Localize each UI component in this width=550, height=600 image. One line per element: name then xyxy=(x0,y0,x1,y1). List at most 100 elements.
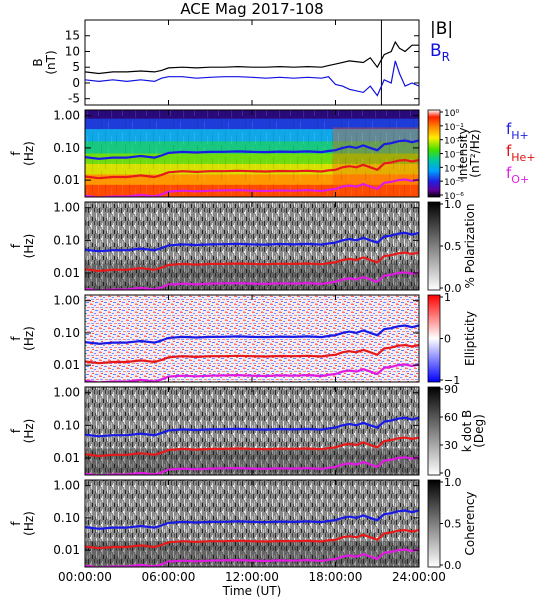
f-tick-label: 1.00 xyxy=(53,109,80,123)
x-tick-label: 12:00:00 xyxy=(225,570,279,584)
series-line-btotal xyxy=(85,40,419,75)
series-line-br xyxy=(85,60,419,97)
f-tick-label: 0.10 xyxy=(53,326,80,340)
colorbar-tick-label: 0.0 xyxy=(444,559,462,572)
colorbar xyxy=(427,201,441,291)
colorbar-tick-label: 0.5 xyxy=(444,240,462,253)
x-axis: 00:00:00 06:00:00 12:00:00 18:00:00 24:00:00 xyxy=(58,20,446,584)
gyrofreq-line-o xyxy=(85,456,419,475)
gyrofreq-line-he xyxy=(85,343,419,365)
y-axis-label: f(Hz) xyxy=(9,511,36,536)
gyrofreq-line-h xyxy=(85,231,419,253)
x-tick-label: 24:00:00 xyxy=(392,570,446,584)
f-tick-label: 0.01 xyxy=(53,266,80,280)
y-tick-label: 10 xyxy=(65,44,80,58)
spectrogram-image xyxy=(85,480,419,567)
colorbar-tick-label: 10⁻⁴ xyxy=(444,164,464,174)
colorbar-tick-label: 0.5 xyxy=(444,518,462,531)
spectrogram-image xyxy=(85,202,419,290)
colorbar-tick-label: 10⁻⁵ xyxy=(444,178,464,188)
colorbar-tick-label: 60 xyxy=(444,411,458,424)
colorbar xyxy=(427,109,441,198)
colorbar-tick-label: 10⁰ xyxy=(444,109,459,119)
colorbar-label: Coherency xyxy=(463,491,477,555)
f-tick-label: 1.00 xyxy=(53,201,80,215)
legend-entry-fo: fO+ xyxy=(506,164,529,186)
legend-entry-btotal: |B| xyxy=(430,19,453,39)
gyrofreq-line-o xyxy=(85,548,419,567)
y-axis-label: f(Hz) xyxy=(9,326,36,351)
colorbar-tick-label: 0 xyxy=(444,333,451,346)
panel-2: 1.00 0.10 0.01 f(Hz) 10⁰ 10⁻¹ 10⁻² 10⁻³ 10⁻⁴ 10⁻⁵… xyxy=(9,109,536,202)
legend-entry-br: BR xyxy=(430,41,450,64)
line-series-group xyxy=(85,40,419,97)
colorbar-tick-label: 30 xyxy=(444,439,458,452)
colorbar xyxy=(427,386,441,476)
f-tick-label: 1.00 xyxy=(53,294,80,308)
y-tick-label: 5 xyxy=(72,60,80,74)
figure-title: ACE Mag 2017-108 xyxy=(180,0,323,18)
gyrofreq-line-he xyxy=(85,251,419,273)
f-tick-label: 0.10 xyxy=(53,233,80,247)
f-tick-label: 1.00 xyxy=(53,479,80,493)
gyrofreq-line-h xyxy=(85,509,419,530)
gyrofreq-line-o xyxy=(85,178,419,197)
f-tick-label: 0.10 xyxy=(53,418,80,432)
gyrofreq-line-o xyxy=(85,363,419,382)
y-tick-label: 15 xyxy=(65,29,80,43)
gyrofreq-line-h xyxy=(85,139,419,160)
x-axis-label: Time (UT) xyxy=(222,584,282,598)
f-tick-label: 0.10 xyxy=(53,511,80,525)
colorbar-tick-label: 90 xyxy=(444,383,458,396)
gyrofreq-line-o xyxy=(85,271,419,290)
colorbar-tick-label: 1 xyxy=(444,291,451,304)
legend-entry-fhe: fHe+ xyxy=(506,142,536,164)
panel-5: 1.00 0.10 0.01 f(Hz) 90 60 30 0 k dot B(Deg) xyxy=(9,383,486,480)
colorbar xyxy=(427,479,441,568)
f-tick-label: 0.01 xyxy=(53,358,80,372)
gyrofreq-line-h xyxy=(85,416,419,438)
spectrogram-image xyxy=(85,295,419,382)
colorbar-tick-label: 10⁻⁶ xyxy=(444,192,464,202)
x-tick-label: 00:00:00 xyxy=(58,570,112,584)
colorbar-label: Intensity(nT²/Hz) xyxy=(456,127,482,179)
y-axis-label: f(Hz) xyxy=(9,141,36,166)
f-tick-label: 0.01 xyxy=(53,451,80,465)
legend-entry-fh: fH+ xyxy=(506,120,529,142)
colorbar-label: Ellipticity xyxy=(463,311,477,366)
f-tick-label: 1.00 xyxy=(53,386,80,400)
y-tick-label: -5 xyxy=(68,92,80,106)
colorbar-tick-label: 10⁻¹ xyxy=(444,123,464,133)
colorbar-tick-label: 0.0 xyxy=(444,282,462,295)
gyrofreq-line-he xyxy=(85,528,419,550)
y-axis-label: B(nT) xyxy=(31,50,58,74)
y-axis-label: f(Hz) xyxy=(9,234,36,259)
panels: 151050-5B(nT)|B|BR1.000.100.01f(Hz)10⁰10… xyxy=(9,19,536,572)
colorbar-tick-label: 10⁻³ xyxy=(444,151,464,161)
colorbar xyxy=(427,294,441,383)
spectrogram-image xyxy=(85,387,419,475)
colorbar-tick-label: 1.0 xyxy=(444,476,462,489)
x-tick-label: 18:00:00 xyxy=(309,570,363,584)
gyrofreq-line-he xyxy=(85,158,419,180)
colorbar-tick-label: 10⁻² xyxy=(444,137,464,147)
gyrofreq-line-he xyxy=(85,436,419,458)
x-tick-label: 06:00:00 xyxy=(142,570,196,584)
colorbar-tick-label: 0 xyxy=(444,467,451,480)
f-tick-label: 0.10 xyxy=(53,141,80,155)
colorbar-tick-label: 1.0 xyxy=(444,198,462,211)
y-tick-label: 0 xyxy=(72,76,80,90)
f-tick-label: 0.01 xyxy=(53,543,80,557)
y-axis-label: f(Hz) xyxy=(9,419,36,444)
spectrogram-image xyxy=(85,110,419,197)
colorbar-label: k dot B(Deg) xyxy=(460,410,486,452)
gyrofreq-line-h xyxy=(85,324,419,345)
colorbar-tick-label: −1 xyxy=(444,374,460,387)
panel-3: 1.00 0.10 0.01 f(Hz) 1.0 0.5 0.0% Polarization xyxy=(9,198,477,295)
f-tick-label: 0.01 xyxy=(53,173,80,187)
panel-frame xyxy=(84,19,420,106)
